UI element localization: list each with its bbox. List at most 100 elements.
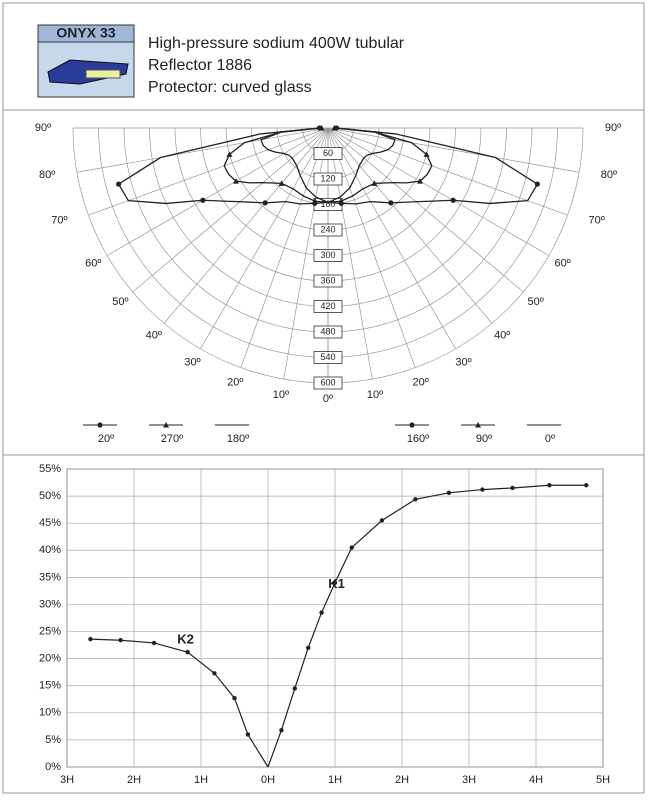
series-label: K2 <box>177 632 194 647</box>
r-tick-box <box>313 223 343 237</box>
angle-label: 40º <box>494 330 510 342</box>
grid-spoke <box>327 127 456 350</box>
r-tick-label: 60 <box>323 148 333 158</box>
angle-label: 70º <box>51 215 67 227</box>
r-tick-box <box>313 376 343 390</box>
polar-curve <box>327 127 539 205</box>
point <box>118 638 123 643</box>
x-tick-label: 2H <box>395 774 409 786</box>
angle-label: 20º <box>227 377 243 389</box>
y-tick-label: 20% <box>39 653 61 665</box>
grid-spoke <box>327 127 580 173</box>
point <box>232 695 237 701</box>
legend-label: 90º <box>476 433 492 445</box>
x-tick-label: 1H <box>194 774 208 786</box>
x-tick-label: 4H <box>529 774 543 786</box>
grid-spoke <box>240 127 329 368</box>
angle-label: 50º <box>527 296 543 308</box>
header-line: Protector: curved glass <box>148 79 312 96</box>
lamp-glass <box>85 69 121 79</box>
point <box>151 640 157 646</box>
r-tick-label: 420 <box>320 301 335 311</box>
marker <box>200 197 206 203</box>
angle-label: 10º <box>273 389 289 401</box>
point <box>292 686 297 691</box>
y-tick-label: 15% <box>39 680 61 692</box>
r-tick-box <box>313 274 343 288</box>
r-tick-label: 480 <box>320 326 335 336</box>
angle-label: 80º <box>601 169 617 181</box>
r-tick-box <box>313 351 343 364</box>
point <box>379 518 385 523</box>
y-tick-label: 45% <box>39 517 61 529</box>
marker <box>331 125 338 131</box>
y-tick-label: 5% <box>45 734 61 746</box>
curve <box>90 638 269 768</box>
model-name: ONYX 33 <box>56 25 115 41</box>
y-tick-label: 0% <box>45 761 61 773</box>
grid-spoke <box>132 127 329 293</box>
angle-label: 30º <box>455 357 471 369</box>
grid-spoke <box>327 127 373 380</box>
grid-spoke <box>200 127 329 350</box>
angle-label: 30º <box>184 357 200 369</box>
point <box>584 483 589 488</box>
grid-spoke <box>327 127 550 256</box>
point <box>413 497 418 502</box>
marker <box>337 198 344 204</box>
r-tick-label: 360 <box>320 275 335 285</box>
frame <box>2 2 645 794</box>
polar-curve <box>223 127 329 204</box>
r-tick-box <box>313 300 343 313</box>
model-label-bg <box>37 24 135 43</box>
polar-curve <box>117 127 329 205</box>
grid-spoke <box>76 127 329 173</box>
point <box>547 483 552 488</box>
marker <box>163 422 169 428</box>
marker <box>371 180 378 186</box>
angle-label: 60º <box>85 257 101 269</box>
marker <box>97 422 103 428</box>
marker <box>278 180 285 186</box>
marker <box>475 422 481 428</box>
point <box>185 649 190 655</box>
marker <box>417 178 424 184</box>
r-tick-label: 240 <box>320 224 335 234</box>
r-tick-box <box>313 249 343 262</box>
y-tick-label: 30% <box>39 598 61 610</box>
point <box>319 610 324 615</box>
r-tick-box <box>313 325 343 339</box>
r-tick-label: 180 <box>320 199 335 209</box>
marker <box>226 151 233 157</box>
y-tick-label: 35% <box>39 571 61 583</box>
x-tick-label: 1H <box>328 774 342 786</box>
x-tick-label: 5H <box>596 774 610 786</box>
legend-label: 0º <box>545 433 555 445</box>
marker <box>423 151 430 157</box>
angle-label: 0º <box>323 393 333 405</box>
y-tick-label: 25% <box>39 625 61 637</box>
y-tick-label: 50% <box>39 490 61 502</box>
angle-label: 60º <box>555 257 571 269</box>
polar-curve <box>327 127 396 203</box>
point <box>332 580 338 585</box>
angle-label: 40º <box>146 330 162 342</box>
y-tick-label: 10% <box>39 707 61 719</box>
point <box>510 485 515 491</box>
angle-label: 20º <box>413 377 429 389</box>
series-label: K1 <box>328 576 345 591</box>
x-tick-label: 2H <box>127 774 141 786</box>
y-tick-label: 55% <box>39 463 61 475</box>
legend-label: 270º <box>161 433 183 445</box>
marker <box>262 200 268 206</box>
y-tick-label: 40% <box>39 544 61 556</box>
grid-spoke <box>327 127 493 324</box>
point <box>212 671 217 676</box>
r-tick-label: 540 <box>320 352 335 362</box>
marker <box>534 181 540 187</box>
r-tick-label: 120 <box>320 173 335 183</box>
marker <box>116 181 122 187</box>
point <box>446 490 452 496</box>
